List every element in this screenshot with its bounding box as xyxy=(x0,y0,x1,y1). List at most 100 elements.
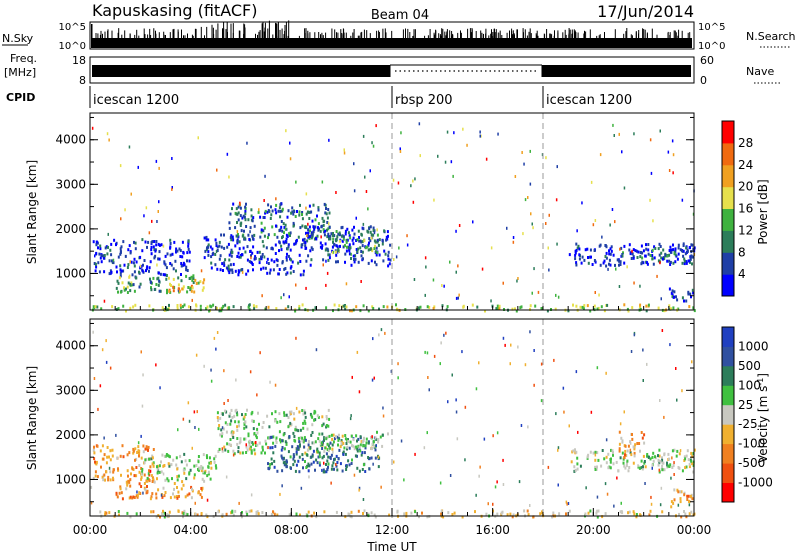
scatter-region xyxy=(99,509,696,519)
scatter-region xyxy=(140,452,218,483)
scatter-region xyxy=(92,238,191,277)
y-tick-label: 3000 xyxy=(55,383,86,397)
scatter-region xyxy=(670,488,694,509)
colorbar-segment xyxy=(722,365,734,386)
scatter-region xyxy=(216,408,331,456)
nsky-tick-low: 10^0 xyxy=(59,41,86,52)
scatter-region xyxy=(330,229,381,255)
colorbar-segment xyxy=(722,482,734,503)
x-tick-label: 20:00 xyxy=(576,523,611,537)
nsky-series xyxy=(91,20,692,48)
colorbar-tick-label: 28 xyxy=(738,136,753,150)
colorbar-segment xyxy=(722,164,734,188)
y-tick-label: 1000 xyxy=(55,266,86,280)
y-tick-label: 1000 xyxy=(55,472,86,486)
colorbar-segment xyxy=(722,230,734,253)
nave-tick-high: 60 xyxy=(700,54,714,67)
scatter-region xyxy=(317,430,389,451)
velocity-ylabel: Slant Range [km] xyxy=(25,366,39,470)
scatter-region xyxy=(668,287,695,303)
scatter-region xyxy=(621,247,695,263)
y-tick-label: 2000 xyxy=(55,428,86,442)
x-tick-label: 08:00 xyxy=(274,523,309,537)
velocity-frame xyxy=(89,318,695,517)
cpid-label: CPID xyxy=(6,91,35,104)
colorbar-tick-label: 20 xyxy=(738,180,753,194)
colorbar-tick-label: 100 xyxy=(738,378,761,392)
cpid-segment: icescan 1200 xyxy=(89,86,179,108)
freq-panel: Freq. [MHz] 18 8 60 0 Nave xyxy=(4,52,780,87)
colorbar-segment xyxy=(722,404,734,425)
y-tick-label: 3000 xyxy=(55,177,86,191)
cpid-segment-label: icescan 1200 xyxy=(93,93,179,108)
beam-title: Beam 04 xyxy=(371,8,429,23)
colorbar-segment xyxy=(722,346,734,367)
colorbar-segment xyxy=(722,327,734,347)
y-tick-label: 2000 xyxy=(55,222,86,236)
scatter-region xyxy=(304,224,392,268)
y-tick-label: 4000 xyxy=(55,133,86,147)
cpid-segment-label: rbsp 200 xyxy=(395,93,453,108)
x-tick-label: 04:00 xyxy=(173,523,208,537)
x-tick-label: 00:00 xyxy=(73,523,108,537)
velocity-xlabel: Time UT xyxy=(366,540,417,554)
nsky-panel: N.Sky 10^5 10^0 10^5 10^0 N.Search xyxy=(2,20,796,52)
colorbar-segment xyxy=(722,463,734,483)
scatter-sparse xyxy=(90,328,694,508)
colorbar-tick-label: 24 xyxy=(738,158,753,172)
nsearch-tick-high: 10^5 xyxy=(698,22,725,33)
velocity-panel: 1000 2000 3000 4000 00:00 04:00 08:00 12:00 16:… xyxy=(25,306,773,554)
freq-band-1 xyxy=(92,65,390,77)
colorbar-segment xyxy=(722,208,734,231)
colorbar-segment xyxy=(722,186,734,209)
colorbar-tick-label: -1000 xyxy=(738,476,773,490)
colorbar-segment xyxy=(722,252,734,275)
colorbar-tick-label: 4 xyxy=(738,267,746,281)
nsky-label: N.Sky xyxy=(2,32,34,45)
scatter-region xyxy=(267,435,381,474)
colorbar-tick-label: 1000 xyxy=(738,339,769,353)
date-title: 17/Jun/2014 xyxy=(597,2,694,21)
colorbar-segment xyxy=(722,142,734,166)
x-tick-label: 16:00 xyxy=(475,523,510,537)
colorbar-tick-label: 500 xyxy=(738,359,761,373)
cpid-row: CPID icescan 1200 rbsp 200 icescan 1200 xyxy=(6,86,632,108)
scatter-sparse xyxy=(91,122,696,303)
scatter-region xyxy=(228,202,331,241)
freq-label: Freq. xyxy=(10,52,37,65)
colorbar-segment xyxy=(722,424,734,445)
cpid-segment: icescan 1200 xyxy=(542,86,632,108)
colorbar-tick-label: -25 xyxy=(738,417,758,431)
freq-band-3 xyxy=(542,65,691,77)
colorbar-tick-label: 12 xyxy=(738,223,753,237)
power-cbar-label: Power [dB] xyxy=(756,179,770,244)
scatter-region xyxy=(618,430,646,460)
power-panel: 1000 2000 3000 4000 Slant Range [km] 4 8 12 16… xyxy=(25,112,770,313)
nave-label: Nave xyxy=(746,65,774,78)
colorbar-tick-label: 16 xyxy=(738,202,753,216)
colorbar-tick-label: 25 xyxy=(738,398,753,412)
velocity-cbar-label: Velocity [m s-1] xyxy=(756,373,770,463)
x-tick-label: 12:00 xyxy=(375,523,410,537)
colorbar-segment xyxy=(722,121,734,144)
colorbar-segment xyxy=(722,443,734,464)
colorbar-segment xyxy=(722,274,734,297)
nave-tick-low: 0 xyxy=(700,74,707,87)
freq-unit-label: [MHz] xyxy=(4,66,36,79)
scatter-region xyxy=(115,479,206,501)
power-ylabel: Slant Range [km] xyxy=(25,160,39,264)
scatter-region xyxy=(168,277,206,294)
cpid-segment: rbsp 200 xyxy=(391,86,453,108)
scatter-region xyxy=(91,303,696,313)
scatter-region xyxy=(92,444,155,483)
cpid-segment-label: icescan 1200 xyxy=(546,93,632,108)
scatter-region xyxy=(115,274,195,295)
freq-tick-low: 8 xyxy=(79,74,86,87)
freq-tick-high: 18 xyxy=(72,54,86,67)
x-tick-label: 00:00 xyxy=(677,523,712,537)
nsky-tick-high: 10^5 xyxy=(59,22,86,33)
colorbar-segment xyxy=(722,385,734,406)
station-title: Kapuskasing (fitACF) xyxy=(92,1,257,20)
colorbar-tick-label: -100 xyxy=(738,437,765,451)
